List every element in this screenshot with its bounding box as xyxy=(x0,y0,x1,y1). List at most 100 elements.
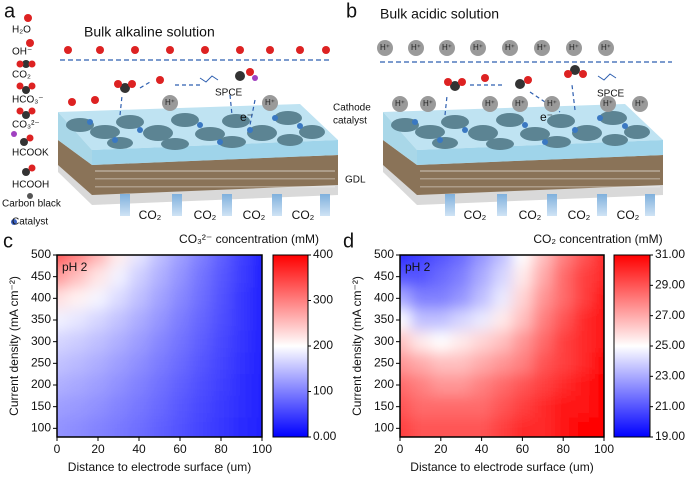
heatmap-cell xyxy=(491,395,513,419)
heatmap-cell xyxy=(400,287,411,310)
heatmap-cell xyxy=(410,374,432,397)
heatmap-cell xyxy=(400,374,411,397)
legend-icons xyxy=(11,14,36,225)
colorbar-tick-label: 27.00 xyxy=(655,308,685,322)
proton-label: H⁺ xyxy=(380,43,390,52)
heatmap-cell xyxy=(573,352,595,375)
proton-label: H⁺ xyxy=(411,43,421,52)
heatmap-cell xyxy=(231,255,253,267)
heatmap-cell xyxy=(532,395,554,419)
proton xyxy=(377,40,393,56)
heatmap-cell xyxy=(128,265,150,289)
heatmap-cell xyxy=(190,417,212,437)
heatmap-cell xyxy=(169,374,191,397)
heatmap-cell xyxy=(430,395,452,419)
heatmap-cell xyxy=(231,287,253,310)
heatmap-cell xyxy=(573,417,595,437)
electrode-slab xyxy=(383,104,663,205)
heatmap-cell xyxy=(573,374,595,397)
colorbar-tick-label: 100 xyxy=(313,384,333,398)
heatmap-cell xyxy=(57,330,68,354)
feed-arrow xyxy=(497,194,507,216)
y-tick-label: 150 xyxy=(31,399,51,413)
heatmap-cell xyxy=(553,265,574,289)
proton-label: H⁺ xyxy=(423,99,433,108)
electron-label: e⁻ xyxy=(240,110,253,124)
heatmap-cell xyxy=(410,330,432,354)
colorbar-tick-label: 300 xyxy=(313,293,333,307)
proton xyxy=(534,40,550,56)
legend-label: H₂O xyxy=(12,25,31,36)
heatmap-cell xyxy=(593,395,604,419)
y-tick-label: 300 xyxy=(31,334,51,348)
heatmap-cell xyxy=(87,330,109,354)
proton-label: H⁺ xyxy=(635,99,645,108)
proton xyxy=(470,40,486,56)
heatmap-cell xyxy=(251,417,262,437)
y-tick-label: 250 xyxy=(31,356,51,370)
heatmap-cell xyxy=(451,374,472,397)
feed-label: CO₂ xyxy=(139,208,162,222)
feed-arrow xyxy=(445,194,455,216)
heatmap-cell xyxy=(400,265,411,289)
heatmap-cell xyxy=(87,255,109,267)
heatmap-cell xyxy=(149,309,171,332)
heatmap-cell xyxy=(108,255,130,267)
heatmap-cell xyxy=(149,330,171,354)
heatmap-cell xyxy=(471,255,493,267)
feed-arrow xyxy=(272,194,282,216)
y-tick-label: 100 xyxy=(374,421,394,435)
heatmap-cell xyxy=(149,417,171,437)
spce-label: SPCE xyxy=(215,88,243,99)
heatmap-cell xyxy=(128,374,150,397)
heatmap-cell xyxy=(67,255,89,267)
y-tick-label: 350 xyxy=(374,312,394,326)
heatmap-cell xyxy=(251,255,262,267)
heatmap-cell xyxy=(400,417,411,437)
heatmap-cell xyxy=(573,287,595,310)
colorbar-tick-label: 25.00 xyxy=(655,338,685,352)
heatmap-cell xyxy=(169,330,191,354)
feed-arrow xyxy=(120,194,130,216)
heatmap-cell xyxy=(471,374,493,397)
heatmap-cell xyxy=(430,287,452,310)
proton xyxy=(392,96,408,112)
heatmap-cell xyxy=(128,330,150,354)
feed-arrow xyxy=(320,194,330,216)
heatmap-cell xyxy=(451,352,472,375)
feed-label: CO₂ xyxy=(194,208,217,222)
heatmap-cell xyxy=(190,374,212,397)
heatmap-cell xyxy=(400,255,411,267)
heatmap-cell xyxy=(128,255,150,267)
heatmap-cell xyxy=(451,417,472,437)
colorbar xyxy=(613,254,651,438)
proton xyxy=(482,96,498,112)
proton-label: H⁺ xyxy=(547,99,557,108)
heatmap-cell xyxy=(512,374,534,397)
heatmap-cell xyxy=(108,395,130,419)
heatmap-cell xyxy=(451,255,472,267)
heatmap-cell xyxy=(190,265,212,289)
proton xyxy=(544,96,560,112)
heatmap-cell xyxy=(400,330,411,354)
heatmap-cell xyxy=(532,417,554,437)
heatmap-cell xyxy=(67,417,89,437)
y-tick-label: 450 xyxy=(31,269,51,283)
proton xyxy=(512,96,528,112)
heatmap-cell xyxy=(149,255,171,267)
heatmap xyxy=(400,255,604,437)
heatmap-cell xyxy=(532,330,554,354)
x-axis-label: Distance to electrode surface (um) xyxy=(68,460,251,474)
spce-label: SPCE xyxy=(597,89,625,100)
heatmap-cell xyxy=(451,265,472,289)
heatmap-cell xyxy=(149,287,171,310)
colorbar-tick-label: 23.00 xyxy=(655,369,685,383)
heatmap-cell xyxy=(491,330,513,354)
heatmap-cell xyxy=(471,309,493,332)
heatmap-cell xyxy=(491,255,513,267)
heatmap-cell xyxy=(210,265,232,289)
heatmap-cell xyxy=(573,330,595,354)
proton xyxy=(408,40,424,56)
x-tick-label: 100 xyxy=(594,442,614,456)
heatmap-cell xyxy=(87,352,109,375)
